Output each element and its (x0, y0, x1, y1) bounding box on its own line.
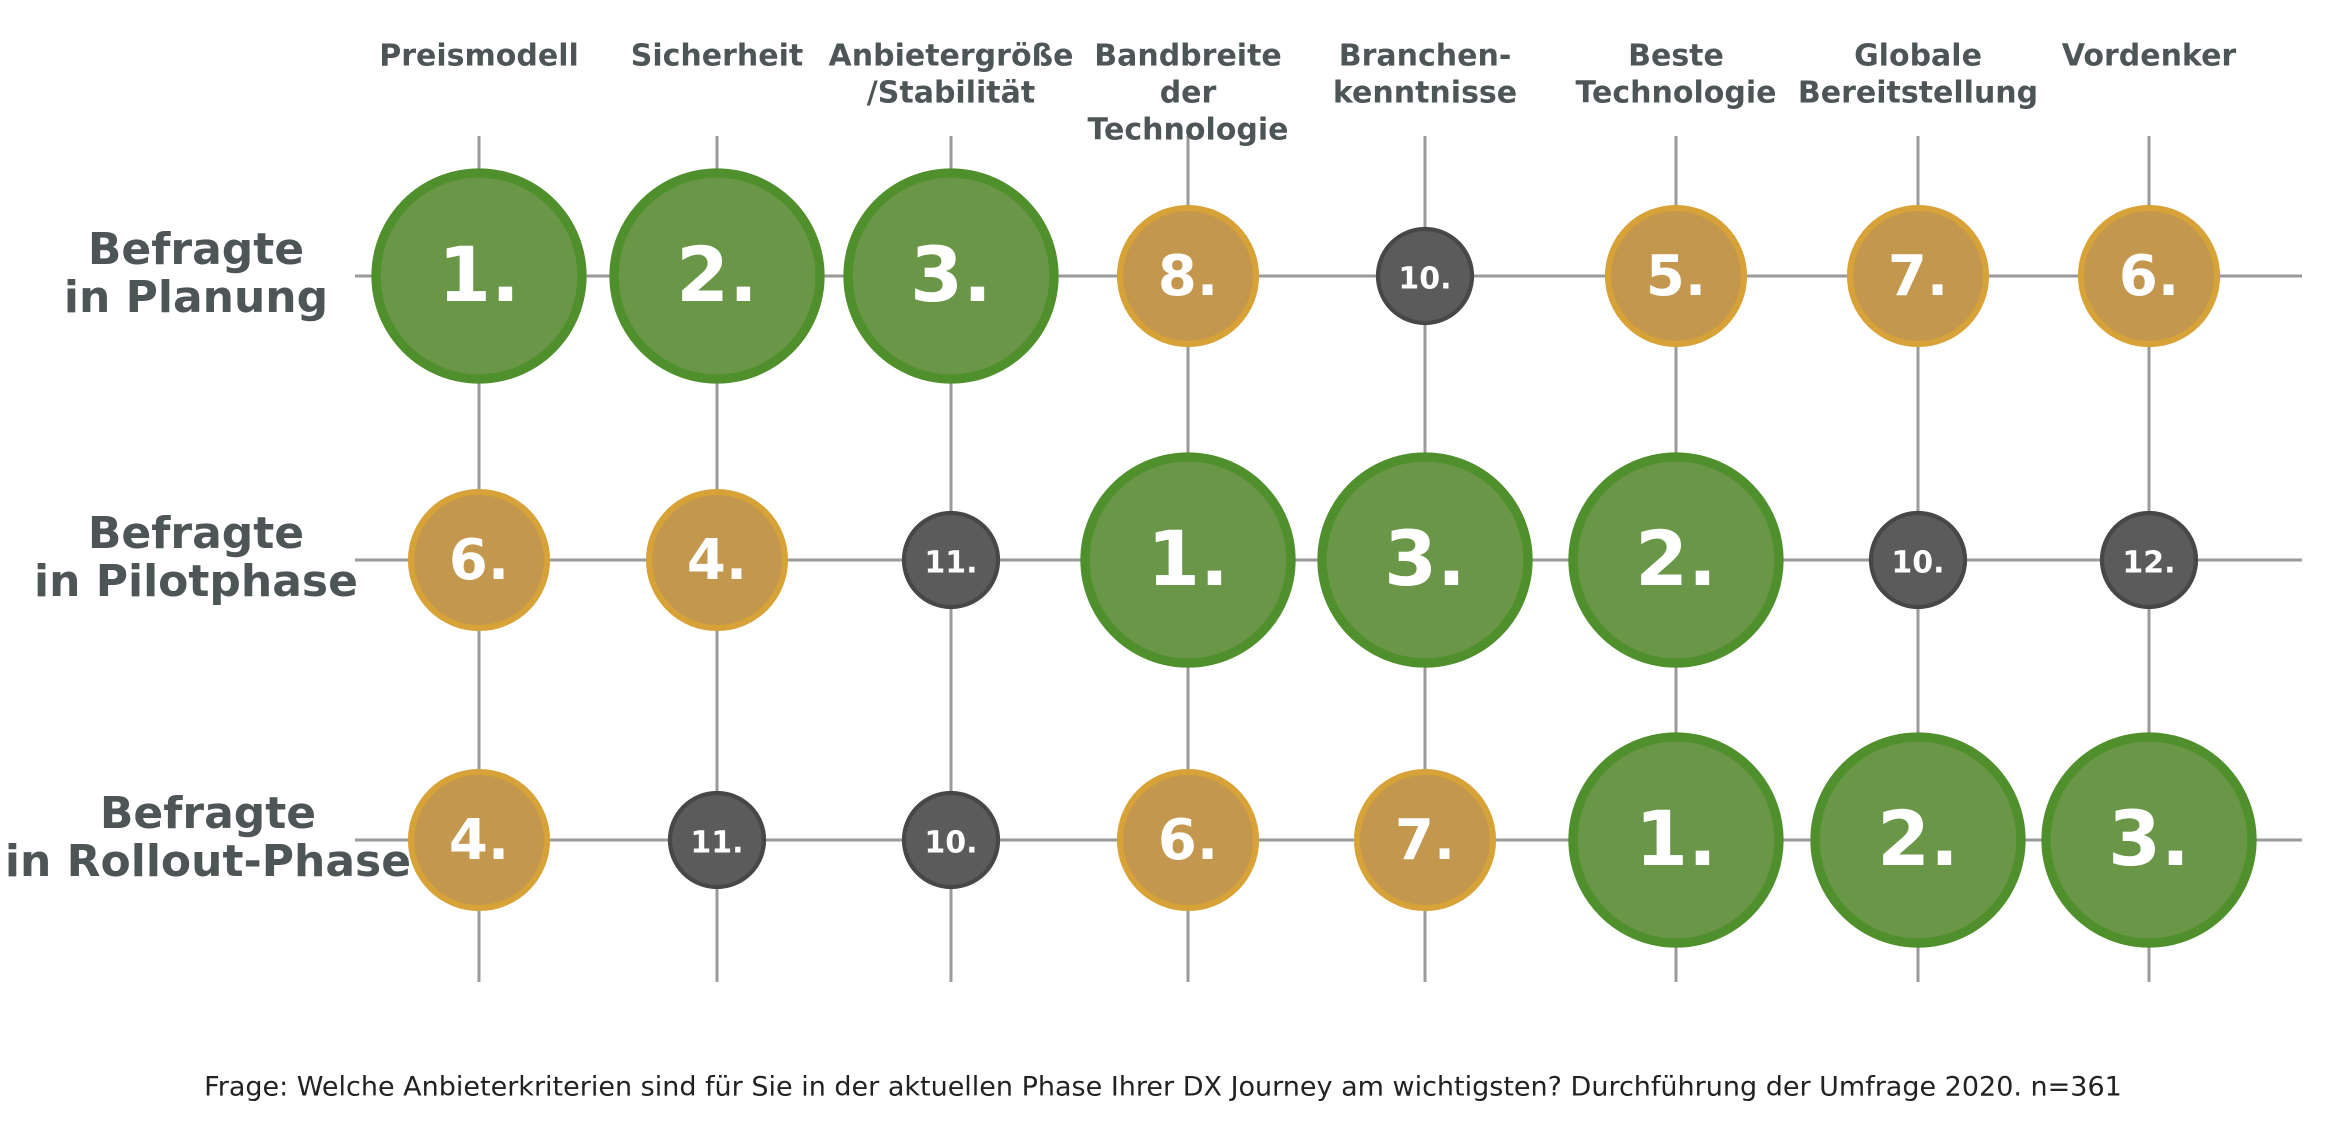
row-label: in Pilotphase (34, 556, 358, 607)
rank-circle (843, 168, 1059, 384)
column-header: /Stabilität (867, 76, 1035, 111)
column-header: Beste (1628, 39, 1724, 74)
rank-label: 3. (1384, 514, 1466, 603)
column-header: Technologie (1576, 76, 1777, 111)
rank-circle (1604, 204, 1748, 348)
rank-circle (1116, 768, 1260, 912)
rank-label: 10. (924, 826, 977, 861)
rank-label: 4. (449, 808, 509, 873)
rank-circle (1116, 204, 1260, 348)
row-label: Befragte (100, 788, 316, 839)
column-header: Bandbreite (1094, 39, 1282, 74)
footnote: Frage: Welche Anbieterkriterien sind für… (204, 1072, 2122, 1103)
rank-circle (645, 488, 789, 632)
column-header: Preismodell (379, 39, 579, 74)
rank-circle (901, 510, 1001, 610)
column-header: Branchen- (1339, 39, 1512, 74)
rank-circle (1568, 452, 1784, 668)
rank-label: 6. (2119, 244, 2179, 309)
rank-label: 11. (924, 546, 977, 581)
column-header: der (1160, 76, 1217, 111)
rank-label: 2. (1877, 794, 1959, 883)
rank-circle (1810, 732, 2026, 948)
rank-circle (2041, 732, 2257, 948)
rank-circle (1846, 204, 1990, 348)
rank-label: 2. (1635, 514, 1717, 603)
column-header: Bereitstellung (1798, 76, 2038, 111)
rank-circle (1868, 510, 1968, 610)
rank-label: 4. (687, 528, 747, 593)
rank-label: 1. (1635, 794, 1717, 883)
rank-circle (609, 168, 825, 384)
rank-circle (407, 488, 551, 632)
rank-label: 1. (1147, 514, 1229, 603)
rank-label: 7. (1395, 808, 1455, 873)
rank-circle (667, 790, 767, 890)
column-header: Globale (1854, 39, 1982, 74)
column-header: Technologie (1088, 113, 1289, 148)
row-label: in Rollout-Phase (5, 836, 411, 887)
rank-label: 12. (2122, 546, 2175, 581)
rank-circle (407, 768, 551, 912)
column-header: kenntnisse (1333, 76, 1517, 111)
rank-label: 6. (1158, 808, 1218, 873)
rank-label: 3. (910, 230, 992, 319)
column-header: Anbietergröße (829, 39, 1074, 74)
rank-circle (1353, 768, 1497, 912)
rank-label: 3. (2108, 794, 2190, 883)
rank-label: 5. (1646, 244, 1706, 309)
rank-circle (1080, 452, 1296, 668)
rank-circle (1568, 732, 1784, 948)
rank-label: 2. (676, 230, 758, 319)
column-header: Sicherheit (631, 39, 804, 74)
rank-label: 11. (690, 826, 743, 861)
rank-circle (1317, 452, 1533, 668)
rank-circle (371, 168, 587, 384)
rank-label: 10. (1891, 546, 1944, 581)
rank-label: 10. (1398, 262, 1451, 297)
column-header: Vordenker (2062, 39, 2237, 74)
row-label: in Planung (64, 272, 328, 323)
row-label: Befragte (88, 508, 304, 559)
rank-label: 7. (1888, 244, 1948, 309)
rank-label: 6. (449, 528, 509, 593)
row-label: Befragte (88, 224, 304, 275)
rank-label: 1. (438, 230, 520, 319)
rank-circle (1375, 226, 1475, 326)
rank-circle (2077, 204, 2221, 348)
rank-circle (901, 790, 1001, 890)
rank-label: 8. (1158, 244, 1218, 309)
rank-circle (2099, 510, 2199, 610)
